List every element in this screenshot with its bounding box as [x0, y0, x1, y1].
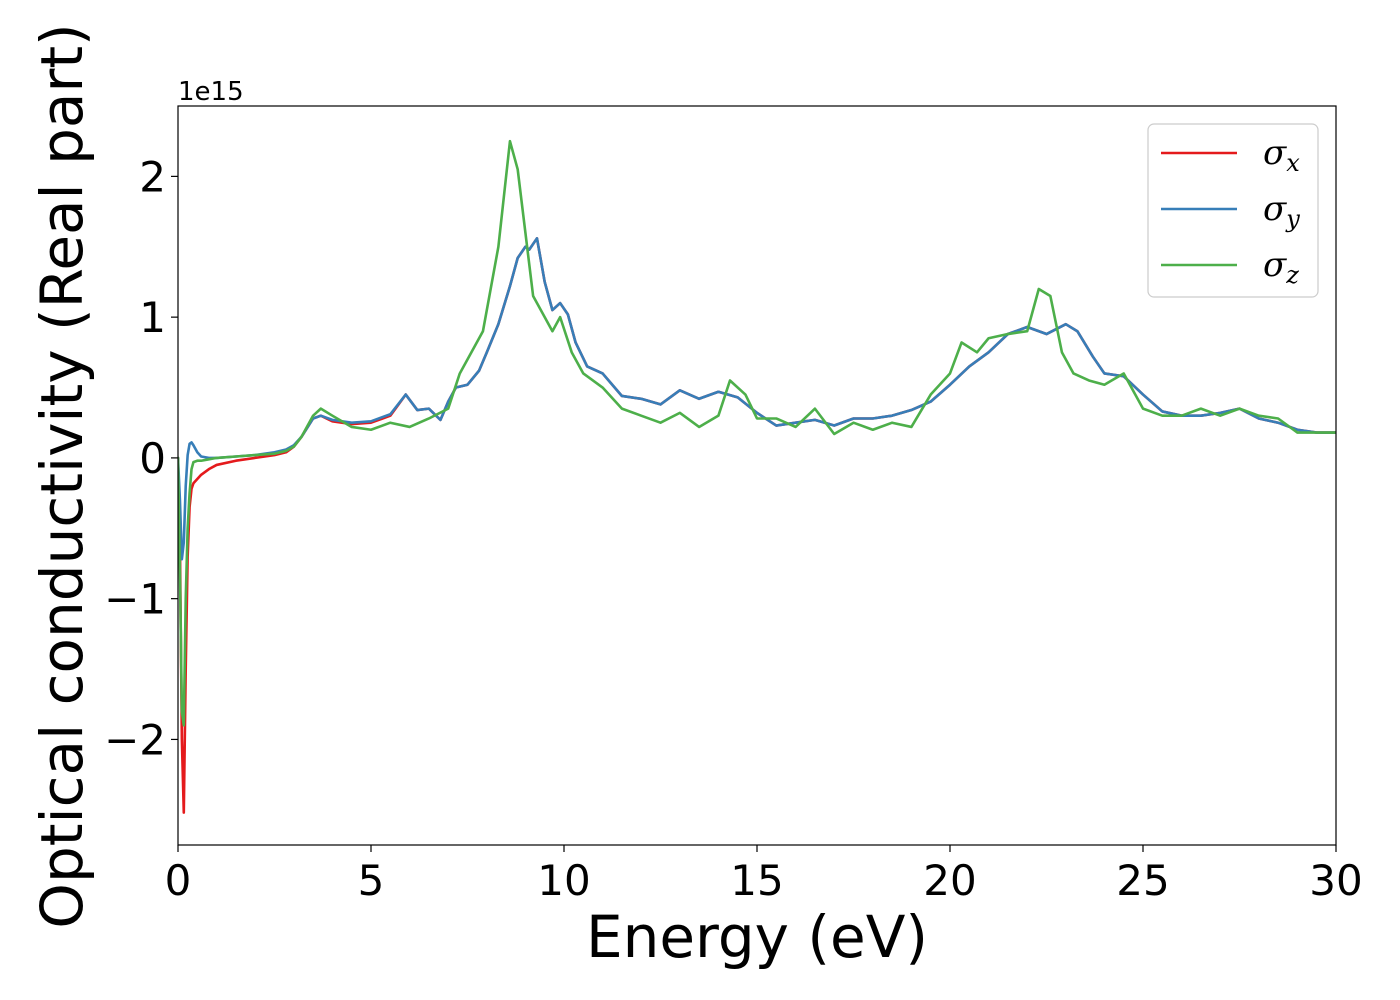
series-layer	[178, 139, 1336, 814]
x-tick-label: 5	[358, 856, 385, 905]
x-tick-label: 15	[730, 856, 783, 905]
series-line-sigma_x	[178, 237, 1336, 814]
x-tick-label: 0	[165, 856, 192, 905]
series-line-sigma_z	[178, 139, 1336, 727]
y-offset-label: 1e15	[178, 77, 244, 107]
x-tick-label: 25	[1116, 856, 1169, 905]
y-axis-title: Optical conductivity (Real part)	[28, 23, 96, 928]
y-tick-label: −2	[104, 715, 166, 764]
x-tick-label: 30	[1309, 856, 1362, 905]
y-tick-label: 2	[139, 152, 166, 201]
y-tick-label: −1	[104, 575, 166, 624]
y-axis-ticks: −2 −1 0 1 2	[104, 152, 178, 764]
legend-label-sigma_x: σx	[1263, 133, 1300, 177]
legend-label-sigma_y: σy	[1263, 189, 1300, 233]
legend-label-sigma_z: σz	[1263, 245, 1299, 289]
x-axis-ticks: 0 5 10 15 20 25 30	[165, 845, 1363, 905]
x-axis-title: Energy (eV)	[586, 903, 928, 971]
legend-entries: σx σy σz	[1161, 133, 1300, 289]
legend: σx σy σz	[1147, 123, 1319, 298]
y-tick-label: 1	[139, 293, 166, 342]
y-tick-label: 0	[139, 434, 166, 483]
legend-box	[1147, 123, 1319, 298]
x-tick-label: 20	[923, 856, 976, 905]
x-tick-label: 10	[537, 856, 590, 905]
